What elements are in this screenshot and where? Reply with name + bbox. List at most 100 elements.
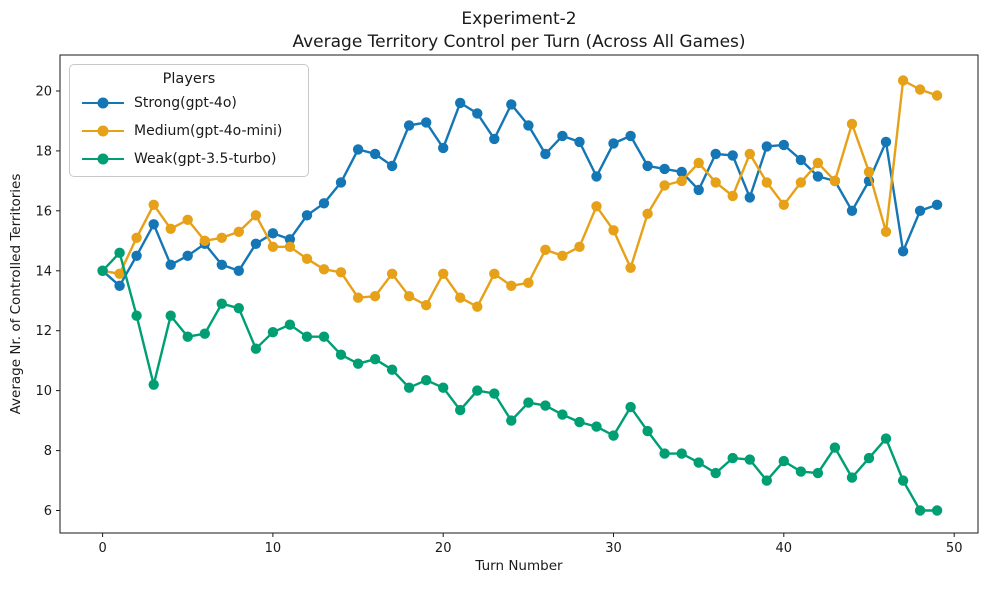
y-tick-label: 10 (35, 384, 52, 399)
data-point-strong (369, 148, 381, 160)
data-point-weak (438, 382, 449, 393)
data-point-weak (216, 298, 227, 309)
data-point-medium (523, 277, 534, 288)
data-point-weak (727, 452, 738, 464)
legend-marker-medium (82, 125, 124, 138)
data-point-weak (472, 385, 483, 396)
data-point-medium (846, 118, 858, 130)
data-point-strong (318, 198, 330, 209)
data-point-strong (165, 259, 176, 270)
data-point-weak (931, 505, 943, 516)
data-point-medium (676, 175, 687, 187)
legend-dot-icon (97, 125, 109, 137)
data-point-strong (693, 184, 704, 196)
data-point-weak (335, 349, 347, 360)
data-point-medium (727, 190, 738, 202)
legend-label-strong: Strong(gpt-4o) (134, 95, 237, 111)
data-point-medium (369, 291, 381, 302)
data-point-weak (744, 454, 755, 465)
data-point-strong (642, 160, 653, 172)
data-point-medium (318, 264, 330, 275)
data-point-strong (914, 205, 926, 216)
data-point-strong (403, 120, 415, 131)
data-point-medium (557, 250, 568, 261)
data-point-weak (710, 467, 721, 479)
x-tick-label: 30 (605, 541, 622, 556)
data-point-medium (216, 232, 227, 243)
data-point-medium (897, 75, 909, 86)
data-point-medium (608, 225, 619, 236)
data-point-weak (284, 319, 296, 330)
x-tick-label: 50 (946, 541, 963, 556)
data-point-weak (182, 331, 193, 342)
data-point-medium (659, 180, 670, 191)
data-point-medium (506, 280, 517, 291)
data-point-weak (914, 505, 926, 516)
data-point-weak (659, 448, 670, 459)
data-point-medium (829, 175, 841, 187)
data-point-strong (557, 130, 568, 142)
legend-marker-strong (82, 97, 124, 110)
data-point-strong (284, 234, 296, 245)
y-tick-label: 20 (35, 85, 52, 100)
data-point-weak (557, 409, 568, 420)
data-point-medium (301, 253, 313, 264)
y-tick-label: 8 (44, 444, 52, 459)
legend-dot-icon (97, 97, 109, 109)
data-point-medium (403, 291, 415, 302)
data-point-strong (148, 219, 159, 230)
data-point-medium (386, 268, 398, 279)
data-point-medium (165, 223, 176, 234)
data-point-weak (131, 310, 142, 321)
data-point-medium (710, 177, 721, 188)
data-point-weak (267, 327, 279, 338)
axes-spines (59, 54, 979, 534)
data-point-strong (540, 148, 551, 160)
data-point-weak (148, 379, 159, 390)
data-point-strong (386, 160, 398, 172)
data-point-medium (778, 199, 789, 210)
legend-label-medium: Medium(gpt-4o-mini) (134, 123, 283, 139)
data-point-medium (574, 241, 585, 252)
data-point-strong (574, 136, 585, 148)
data-point-medium (335, 267, 347, 278)
y-tick-label: 16 (35, 204, 52, 219)
data-point-medium (880, 226, 892, 237)
data-point-medium (421, 300, 432, 311)
data-point-medium (352, 292, 364, 303)
data-point-weak (523, 397, 534, 408)
data-point-weak (880, 433, 892, 444)
data-point-medium (693, 157, 704, 169)
data-point-strong (846, 205, 858, 216)
data-point-weak (812, 467, 824, 479)
data-point-medium (744, 148, 755, 160)
x-axis-label: Turn Number (474, 558, 563, 574)
data-point-weak (352, 358, 364, 369)
legend-entry-medium: Medium(gpt-4o-mini) (70, 117, 308, 145)
data-point-weak (642, 425, 653, 437)
data-point-weak (846, 472, 858, 483)
data-point-strong (335, 177, 347, 188)
data-point-medium (131, 232, 142, 243)
data-point-strong (114, 280, 125, 291)
data-point-strong (267, 228, 279, 239)
data-point-strong (608, 138, 619, 149)
data-point-medium (438, 268, 449, 279)
data-point-strong (812, 171, 824, 182)
data-point-weak (897, 475, 909, 486)
data-point-weak (591, 421, 602, 432)
data-point-medium (182, 214, 193, 225)
chart-title-line2: Average Territory Control per Turn (Acro… (292, 32, 745, 52)
y-axis-label: Average Nr. of Controlled Territories (8, 174, 24, 415)
data-point-strong (455, 97, 466, 109)
data-point-weak (608, 430, 619, 441)
data-point-strong (591, 171, 602, 182)
y-tick-label: 14 (35, 264, 52, 279)
x-tick-label: 20 (435, 541, 452, 556)
data-point-weak (455, 404, 466, 416)
data-point-medium (250, 210, 262, 221)
chart-layer: 0 10 20 30 40 50 6 8 10 12 14 16 18 20 (35, 54, 979, 556)
legend-marker-weak (82, 153, 124, 166)
legend-title: Players (162, 71, 216, 87)
